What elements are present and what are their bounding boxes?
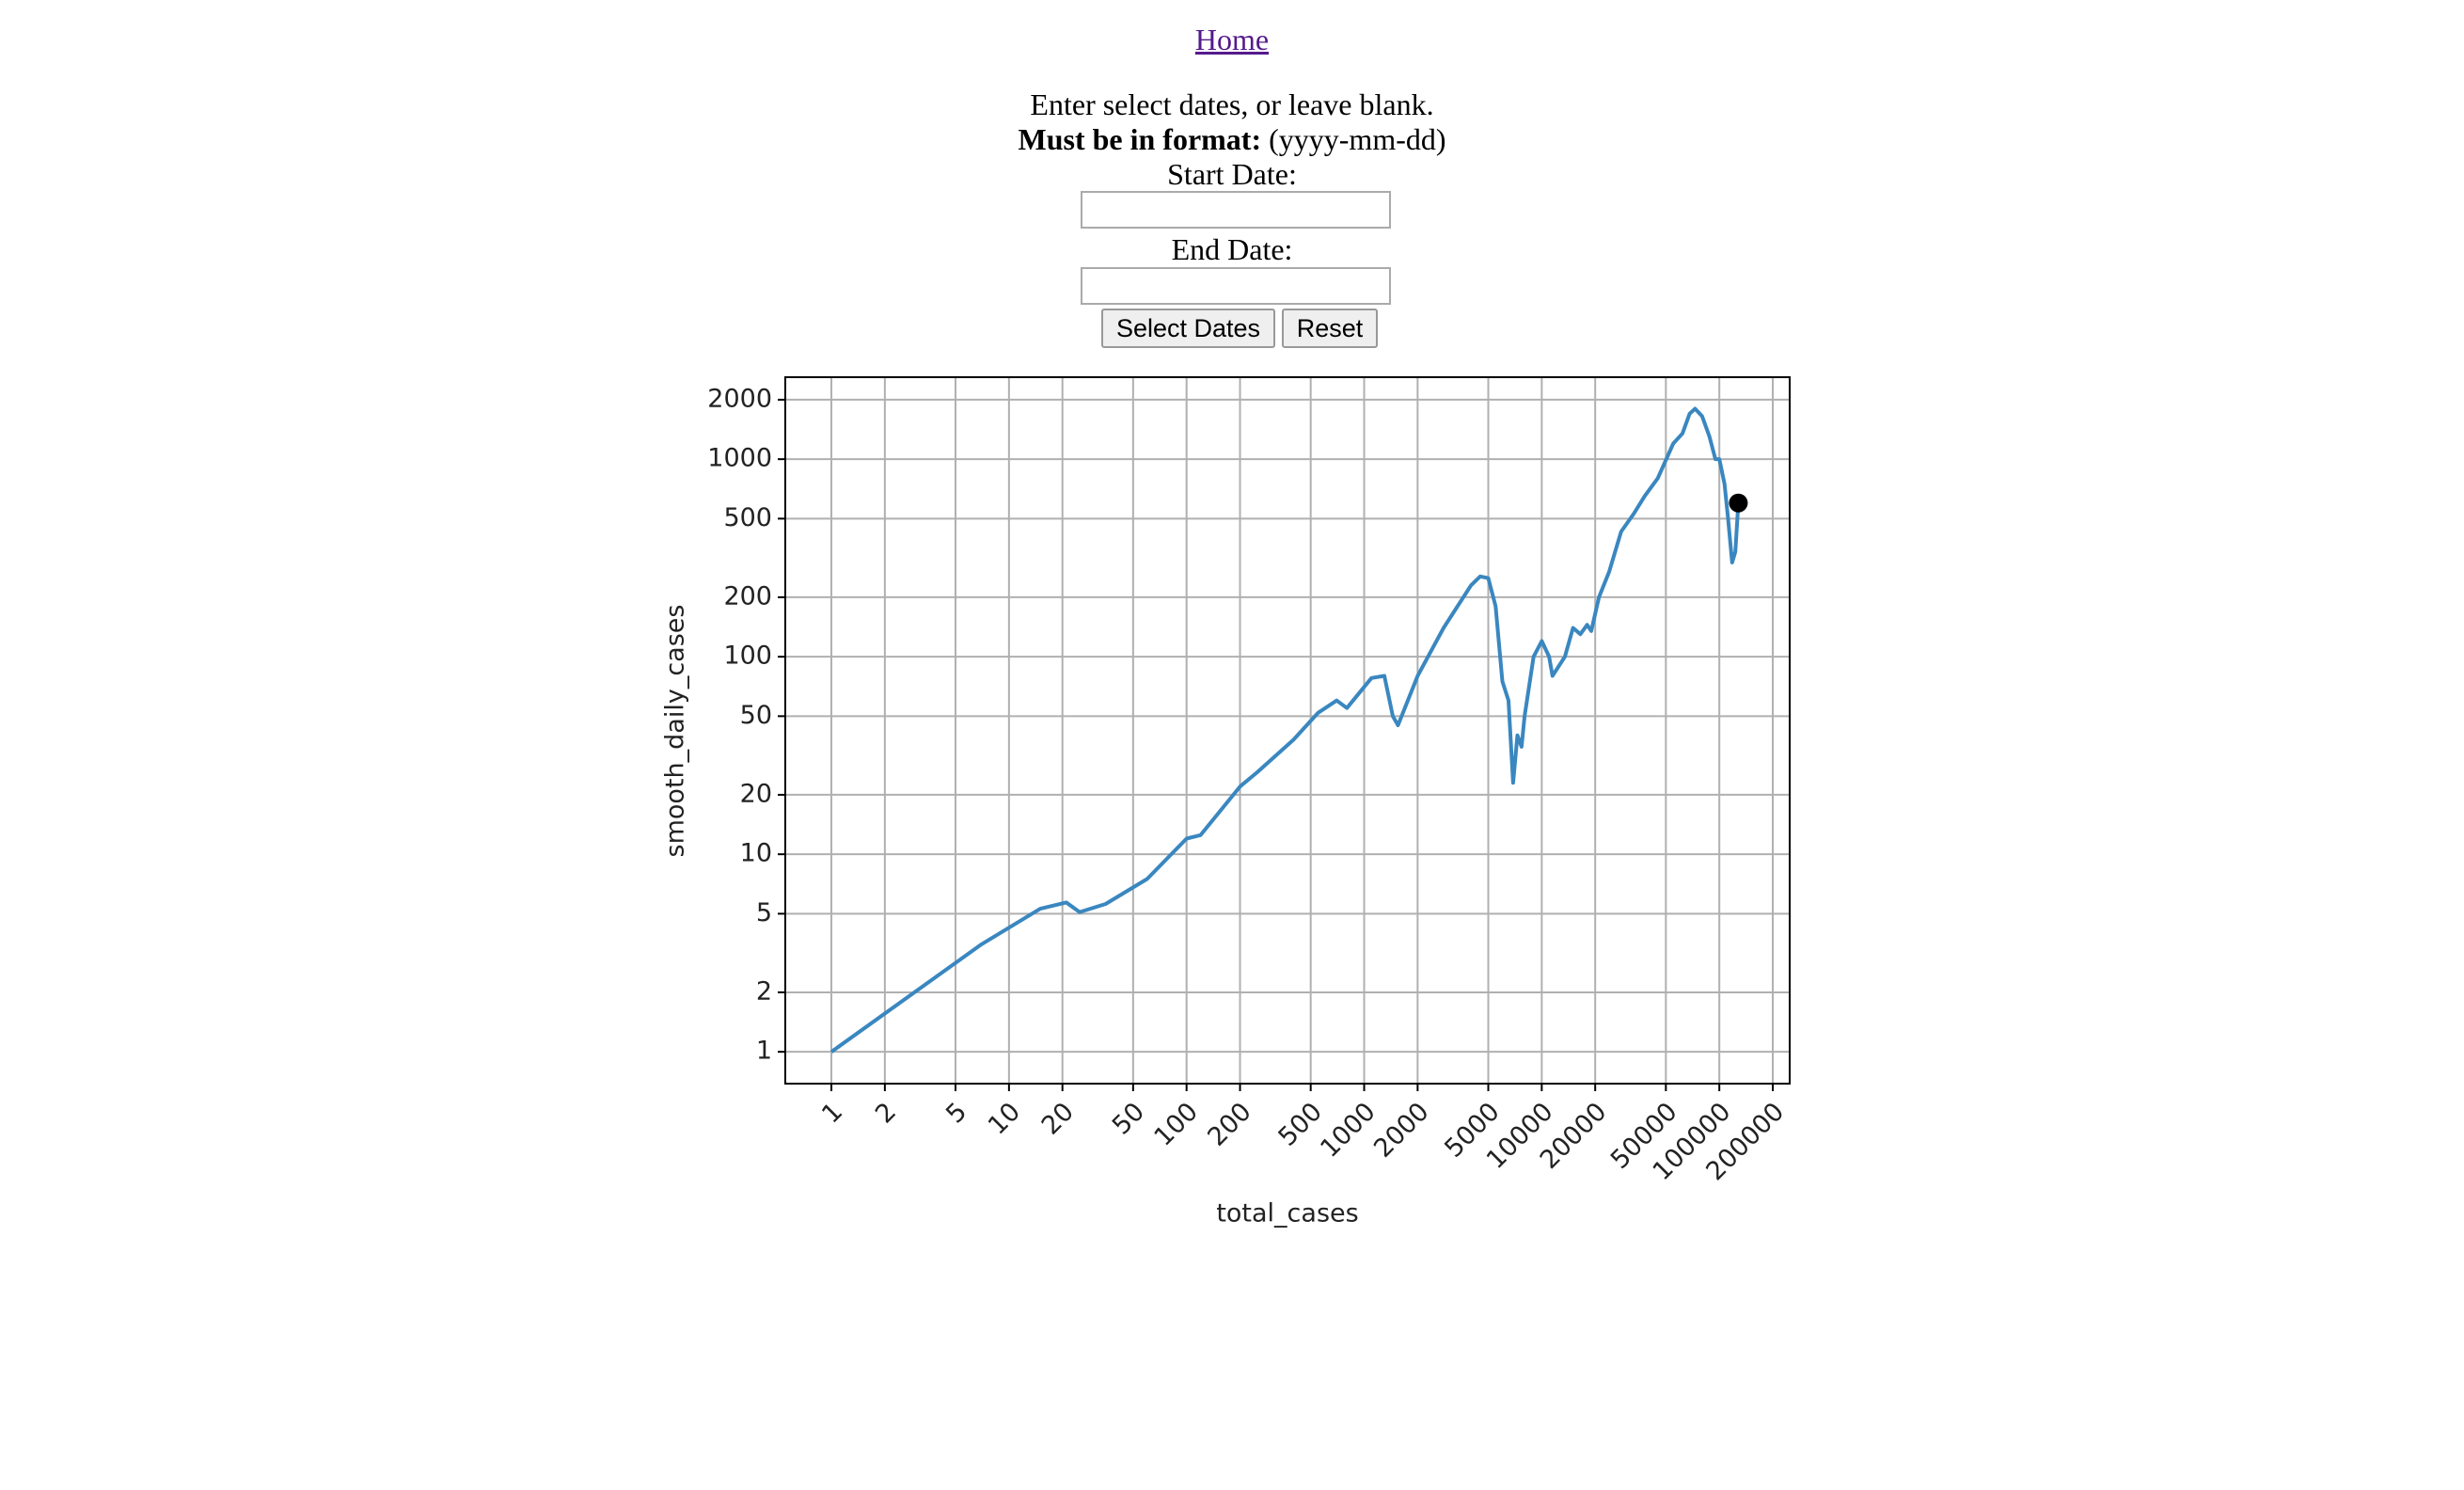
- y-tick-label: 50: [740, 701, 772, 730]
- reset-button[interactable]: Reset: [1282, 309, 1378, 348]
- x-tick-label: 10: [983, 1097, 1026, 1140]
- y-tick-label: 100: [723, 642, 772, 671]
- x-axis-label: total_cases: [1216, 1199, 1358, 1228]
- y-tick-label: 10: [740, 839, 772, 868]
- nav: Home: [0, 22, 2464, 57]
- y-tick-label: 1000: [707, 444, 772, 473]
- x-tick-label: 5: [940, 1097, 972, 1129]
- x-tick-label: 2000: [1368, 1097, 1435, 1164]
- format-label: Must be in format:: [1018, 122, 1262, 156]
- end-label: End Date:: [1171, 232, 1293, 266]
- home-link[interactable]: Home: [1194, 23, 1270, 56]
- start-date-input[interactable]: [1081, 191, 1391, 229]
- end-date-input[interactable]: [1081, 267, 1391, 305]
- y-tick-label: 200: [723, 581, 772, 610]
- y-tick-label: 500: [723, 503, 772, 532]
- x-tick-label: 100: [1149, 1097, 1204, 1151]
- start-label: Start Date:: [1167, 157, 1297, 191]
- y-tick-label: 2000: [707, 384, 772, 413]
- x-tick-label: 50: [1107, 1097, 1150, 1140]
- y-tick-label: 1: [756, 1037, 772, 1066]
- y-axis-label: smooth_daily_cases: [661, 605, 690, 858]
- last-point: [1729, 493, 1748, 513]
- format-line: Must be in format: (yyyy-mm-dd): [0, 121, 2464, 157]
- x-tick-label: 20: [1036, 1097, 1080, 1140]
- y-tick-label: 20: [740, 779, 772, 808]
- y-tick-label: 5: [756, 898, 772, 927]
- instructions: Enter select dates, or leave blank.: [1030, 87, 1434, 121]
- x-tick-label: 2: [870, 1097, 902, 1129]
- x-tick-label: 1: [816, 1097, 848, 1129]
- plot-frame: [784, 376, 1791, 1085]
- y-tick-label: 2: [756, 976, 772, 1006]
- x-tick-label: 200: [1202, 1097, 1256, 1151]
- select-dates-button[interactable]: Select Dates: [1101, 309, 1275, 348]
- x-tick-label: 1000: [1315, 1097, 1382, 1164]
- format-value: (yyyy-mm-dd): [1269, 122, 1446, 156]
- data-line: [829, 406, 1741, 1054]
